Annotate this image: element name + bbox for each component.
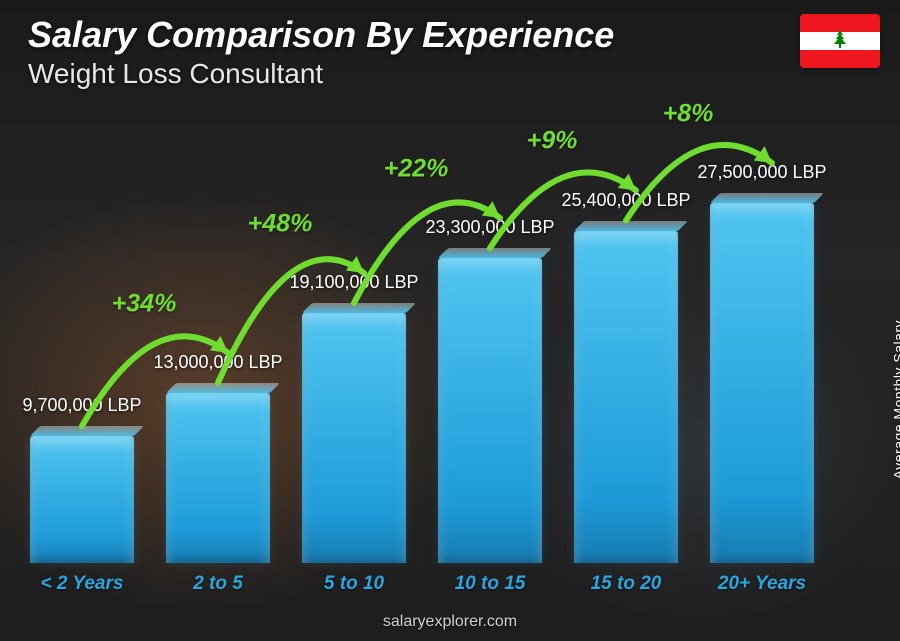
pct-increase-label-5: +8% <box>663 100 714 129</box>
xaxis-label-4: 15 to 20 <box>591 573 662 595</box>
footer-attribution: salaryexplorer.com <box>0 613 900 631</box>
bar-value-label-2: 19,100,000 LBP <box>289 272 418 293</box>
flag-stripe-bottom <box>800 50 880 68</box>
chart-container: { "title": "Salary Comparison By Experie… <box>0 0 900 641</box>
xaxis-label-1: 2 to 5 <box>193 573 243 595</box>
xaxis-label-2: 5 to 10 <box>324 573 384 595</box>
bar-0 <box>30 436 134 563</box>
chart-subtitle: Weight Loss Consultant <box>28 58 323 90</box>
pct-increase-label-2: +48% <box>248 209 313 238</box>
bar-2 <box>302 313 406 563</box>
xaxis-label-3: 10 to 15 <box>455 573 526 595</box>
yaxis-title: Average Monthly Salary <box>890 320 900 479</box>
bar-5 <box>710 203 814 563</box>
xaxis-label-0: < 2 Years <box>41 573 124 595</box>
flag-stripe-middle <box>800 32 880 50</box>
bar-chart: 9,700,000 LBP< 2 Years13,000,000 LBP2 to… <box>30 113 850 563</box>
bar-value-label-0: 9,700,000 LBP <box>22 395 141 416</box>
bar-value-label-4: 25,400,000 LBP <box>561 190 690 211</box>
bar-value-label-1: 13,000,000 LBP <box>153 352 282 373</box>
bar-value-label-3: 23,300,000 LBP <box>425 217 554 238</box>
xaxis-label-5: 20+ Years <box>718 573 806 595</box>
bar-value-label-5: 27,500,000 LBP <box>697 162 826 183</box>
pct-increase-label-3: +22% <box>384 154 449 183</box>
bar-1 <box>166 393 270 563</box>
pct-increase-label-1: +34% <box>112 289 177 318</box>
country-flag-lebanon <box>800 14 880 68</box>
bar-3 <box>438 258 542 563</box>
chart-title: Salary Comparison By Experience <box>28 14 614 56</box>
cedar-tree-icon <box>830 30 850 51</box>
flag-stripe-top <box>800 14 880 32</box>
pct-increase-label-4: +9% <box>527 127 578 156</box>
bar-4 <box>574 231 678 564</box>
